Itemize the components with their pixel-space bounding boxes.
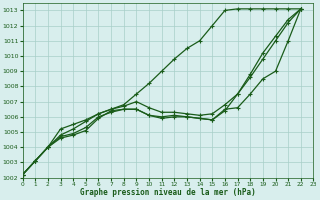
X-axis label: Graphe pression niveau de la mer (hPa): Graphe pression niveau de la mer (hPa) [80,188,256,197]
